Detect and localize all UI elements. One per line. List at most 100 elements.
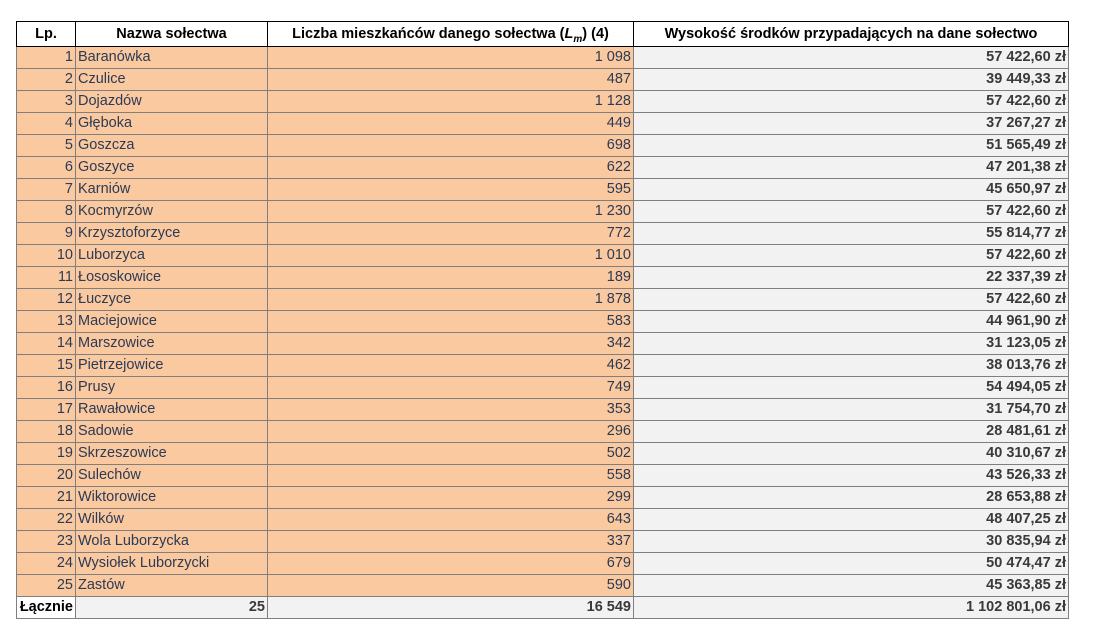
cell-lp[interactable]: 9: [16, 222, 76, 245]
cell-lp[interactable]: 19: [16, 442, 76, 465]
totals-count[interactable]: 25: [75, 596, 268, 619]
cell-name[interactable]: Głęboka: [75, 112, 268, 135]
cell-name[interactable]: Wiktorowice: [75, 486, 268, 509]
cell-lp[interactable]: 8: [16, 200, 76, 223]
cell-population[interactable]: 299: [267, 486, 634, 509]
cell-name[interactable]: Sulechów: [75, 464, 268, 487]
cell-population[interactable]: 337: [267, 530, 634, 553]
cell-lp[interactable]: 20: [16, 464, 76, 487]
cell-name[interactable]: Goszcza: [75, 134, 268, 157]
cell-population[interactable]: 449: [267, 112, 634, 135]
cell-lp[interactable]: 7: [16, 178, 76, 201]
cell-name[interactable]: Sadowie: [75, 420, 268, 443]
cell-lp[interactable]: 16: [16, 376, 76, 399]
cell-lp[interactable]: 13: [16, 310, 76, 333]
cell-name[interactable]: Baranówka: [75, 46, 268, 69]
cell-amount[interactable]: 50 474,47 zł: [633, 552, 1069, 575]
cell-amount[interactable]: 40 310,67 zł: [633, 442, 1069, 465]
cell-population[interactable]: 189: [267, 266, 634, 289]
cell-amount[interactable]: 38 013,76 zł: [633, 354, 1069, 377]
cell-lp[interactable]: 15: [16, 354, 76, 377]
cell-population[interactable]: 502: [267, 442, 634, 465]
cell-lp[interactable]: 11: [16, 266, 76, 289]
cell-population[interactable]: 462: [267, 354, 634, 377]
cell-lp[interactable]: 24: [16, 552, 76, 575]
cell-name[interactable]: Kocmyrzów: [75, 200, 268, 223]
cell-amount[interactable]: 57 422,60 zł: [633, 244, 1069, 267]
cell-name[interactable]: Wysiołek Luborzycki: [75, 552, 268, 575]
cell-population[interactable]: 1 128: [267, 90, 634, 113]
cell-name[interactable]: Dojazdów: [75, 90, 268, 113]
cell-amount[interactable]: 39 449,33 zł: [633, 68, 1069, 91]
cell-population[interactable]: 622: [267, 156, 634, 179]
cell-name[interactable]: Wola Luborzycka: [75, 530, 268, 553]
totals-label[interactable]: Łącznie: [16, 596, 76, 619]
cell-lp[interactable]: 2: [16, 68, 76, 91]
cell-population[interactable]: 698: [267, 134, 634, 157]
cell-lp[interactable]: 10: [16, 244, 76, 267]
cell-lp[interactable]: 18: [16, 420, 76, 443]
cell-population[interactable]: 772: [267, 222, 634, 245]
cell-population[interactable]: 353: [267, 398, 634, 421]
cell-lp[interactable]: 14: [16, 332, 76, 355]
cell-name[interactable]: Wilków: [75, 508, 268, 531]
cell-population[interactable]: 1 098: [267, 46, 634, 69]
cell-name[interactable]: Pietrzejowice: [75, 354, 268, 377]
cell-amount[interactable]: 22 337,39 zł: [633, 266, 1069, 289]
cell-amount[interactable]: 51 565,49 zł: [633, 134, 1069, 157]
cell-lp[interactable]: 22: [16, 508, 76, 531]
cell-population[interactable]: 487: [267, 68, 634, 91]
cell-amount[interactable]: 54 494,05 zł: [633, 376, 1069, 399]
cell-population[interactable]: 1 878: [267, 288, 634, 311]
cell-name[interactable]: Łososkowice: [75, 266, 268, 289]
totals-population[interactable]: 16 549: [267, 596, 634, 619]
cell-lp[interactable]: 5: [16, 134, 76, 157]
cell-amount[interactable]: 30 835,94 zł: [633, 530, 1069, 553]
cell-amount[interactable]: 57 422,60 zł: [633, 46, 1069, 69]
cell-amount[interactable]: 57 422,60 zł: [633, 288, 1069, 311]
cell-population[interactable]: 679: [267, 552, 634, 575]
cell-population[interactable]: 749: [267, 376, 634, 399]
cell-name[interactable]: Krzysztoforzyce: [75, 222, 268, 245]
cell-name[interactable]: Goszyce: [75, 156, 268, 179]
cell-name[interactable]: Marszowice: [75, 332, 268, 355]
cell-amount[interactable]: 57 422,60 zł: [633, 200, 1069, 223]
cell-amount[interactable]: 47 201,38 zł: [633, 156, 1069, 179]
cell-population[interactable]: 342: [267, 332, 634, 355]
cell-lp[interactable]: 3: [16, 90, 76, 113]
cell-population[interactable]: 643: [267, 508, 634, 531]
cell-name[interactable]: Łuczyce: [75, 288, 268, 311]
cell-name[interactable]: Czulice: [75, 68, 268, 91]
cell-lp[interactable]: 4: [16, 112, 76, 135]
header-lp[interactable]: Lp.: [16, 21, 76, 47]
cell-amount[interactable]: 37 267,27 zł: [633, 112, 1069, 135]
header-amount[interactable]: Wysokość środków przypadających na dane …: [633, 21, 1069, 47]
cell-amount[interactable]: 57 422,60 zł: [633, 90, 1069, 113]
cell-name[interactable]: Karniów: [75, 178, 268, 201]
cell-lp[interactable]: 17: [16, 398, 76, 421]
cell-name[interactable]: Prusy: [75, 376, 268, 399]
cell-amount[interactable]: 28 653,88 zł: [633, 486, 1069, 509]
cell-name[interactable]: Maciejowice: [75, 310, 268, 333]
cell-lp[interactable]: 25: [16, 574, 76, 597]
cell-lp[interactable]: 1: [16, 46, 76, 69]
cell-lp[interactable]: 23: [16, 530, 76, 553]
cell-population[interactable]: 590: [267, 574, 634, 597]
cell-lp[interactable]: 6: [16, 156, 76, 179]
cell-amount[interactable]: 31 754,70 zł: [633, 398, 1069, 421]
cell-amount[interactable]: 45 650,97 zł: [633, 178, 1069, 201]
cell-population[interactable]: 558: [267, 464, 634, 487]
cell-population[interactable]: 1 230: [267, 200, 634, 223]
header-population[interactable]: Liczba mieszkańców danego sołectwa (Lm) …: [267, 21, 634, 47]
cell-population[interactable]: 1 010: [267, 244, 634, 267]
cell-amount[interactable]: 44 961,90 zł: [633, 310, 1069, 333]
cell-lp[interactable]: 12: [16, 288, 76, 311]
cell-amount[interactable]: 43 526,33 zł: [633, 464, 1069, 487]
cell-name[interactable]: Rawałowice: [75, 398, 268, 421]
cell-amount[interactable]: 28 481,61 zł: [633, 420, 1069, 443]
cell-name[interactable]: Luborzyca: [75, 244, 268, 267]
header-name[interactable]: Nazwa sołectwa: [75, 21, 268, 47]
cell-name[interactable]: Skrzeszowice: [75, 442, 268, 465]
cell-population[interactable]: 595: [267, 178, 634, 201]
cell-amount[interactable]: 48 407,25 zł: [633, 508, 1069, 531]
